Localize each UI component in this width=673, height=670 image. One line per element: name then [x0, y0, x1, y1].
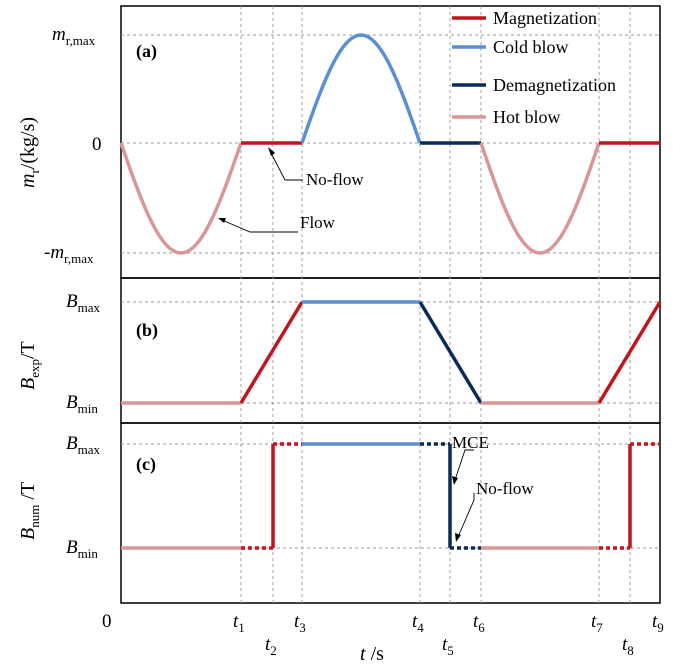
ytick-c-min-sub: min	[78, 546, 99, 561]
ylabel-c-tail: /T	[17, 482, 39, 505]
ytick-a-zero: 0	[92, 134, 102, 155]
flow-arrowhead-a	[218, 218, 226, 223]
noflow-leader-a	[269, 150, 303, 181]
ylabel-a-sub: r	[27, 169, 42, 174]
xtick-t9: t9	[652, 611, 664, 635]
xtick-t7: t7	[591, 611, 603, 635]
b-demagnetization-ramp	[418, 301, 483, 404]
ytick-c-max-sub: max	[78, 442, 101, 457]
annotation-noflow-a: No-flow	[306, 170, 364, 189]
flow-leader-a	[221, 219, 298, 233]
ylabel-c-main: B	[17, 528, 39, 540]
ylabel-b-main: B	[17, 378, 39, 390]
ytick-a-max-main: m	[52, 24, 66, 45]
hot-blow-curve-1	[119, 142, 243, 255]
ylabel-a-tail: /(kg/s)	[17, 117, 39, 169]
legend-label-magnetization: Magnetization	[493, 8, 597, 28]
ytick-b-min: Bmin	[66, 392, 98, 416]
annotation-noflow-c: No-flow	[476, 479, 534, 498]
noflow-arrowhead-a	[268, 147, 275, 156]
ylabel-b: Bexp/T	[17, 341, 42, 390]
noflow-arrowhead-c	[455, 533, 461, 542]
ytick-a-min-main: m	[50, 242, 64, 263]
annotation-flow-a: Flow	[300, 213, 336, 232]
ylabel-b-sub: exp	[27, 359, 42, 378]
ytick-c-max-main: B	[66, 433, 78, 454]
legend-label-demagnetization: Demagnetization	[493, 75, 616, 95]
xtick-t5: t5	[442, 634, 454, 658]
panel-b-label: (b)	[136, 320, 158, 341]
xaxis-label-tail: /s	[366, 643, 385, 665]
xtick-t1: t1	[233, 611, 245, 635]
xaxis-ticks: t1 t2 t3 t4 t5 t6 t7 t8 t9	[233, 611, 664, 658]
xtick-t6: t6	[473, 611, 485, 635]
xaxis-label: t /s	[360, 643, 384, 665]
cold-blow-curve	[300, 33, 422, 144]
ytick-a-min-prefix: -	[44, 242, 50, 263]
ytick-a-max: mr,max	[52, 24, 96, 48]
noflow-leader-c	[457, 493, 475, 538]
hot-blow-curve-2	[479, 142, 601, 255]
ylabel-b-tail: /T	[17, 341, 39, 359]
b-magnetization-ramp-2	[597, 301, 662, 404]
panel-c-label: (c)	[136, 454, 156, 475]
ylabel-c: Bnum /T	[17, 482, 42, 540]
xtick-t8: t8	[622, 634, 634, 658]
ytick-b-max-main: B	[66, 291, 78, 312]
xtick-t2: t2	[265, 634, 277, 658]
ytick-a-max-sub: r,max	[66, 33, 96, 48]
ytick-c-min-main: B	[66, 537, 78, 558]
ytick-b-min-main: B	[66, 392, 78, 413]
gridlines	[121, 6, 660, 603]
annotation-leaders	[218, 147, 475, 542]
b-magnetization-ramp-1	[239, 301, 304, 404]
panel-a-label: (a)	[136, 41, 157, 62]
ytick-c-min: Bmin	[66, 537, 98, 561]
annotation-mce-c: MCE	[452, 433, 489, 452]
xaxis-label-main: t	[360, 643, 366, 665]
panel-c-frame	[120, 422, 661, 604]
ytick-b-min-sub: min	[78, 401, 99, 416]
ytick-b-max: Bmax	[66, 291, 100, 315]
legend: Magnetization Cold blow Demagnetization …	[452, 8, 616, 127]
xtick-t3: t3	[294, 611, 306, 635]
xtick-t4: t4	[412, 611, 424, 635]
legend-label-cold-blow: Cold blow	[493, 37, 569, 57]
ytick-b-max-sub: max	[78, 300, 101, 315]
ytick-c-max: Bmax	[66, 433, 100, 457]
xaxis-origin: 0	[102, 611, 112, 632]
legend-label-hot-blow: Hot blow	[493, 107, 561, 127]
ylabel-c-sub: num	[27, 505, 42, 528]
ylabel-a-main: m	[17, 174, 39, 188]
mce-arrowhead-c	[452, 476, 458, 485]
ytick-a-min: -mr,max	[44, 242, 94, 266]
ylabel-a: mr/(kg/s)	[17, 117, 42, 188]
ytick-a-min-sub: r,max	[64, 251, 94, 266]
mce-leader-c	[454, 449, 474, 481]
